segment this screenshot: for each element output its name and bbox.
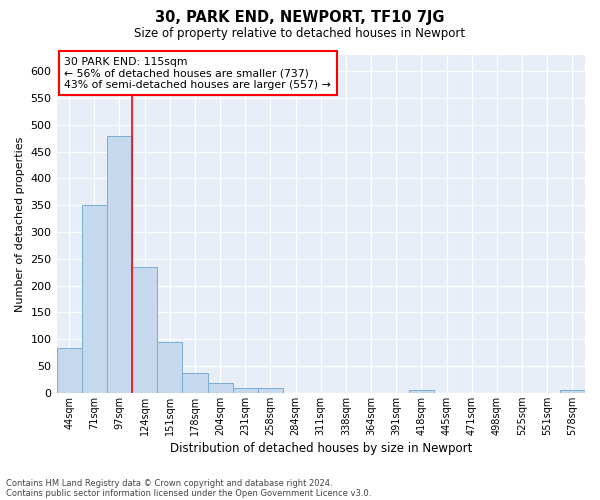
Text: Contains public sector information licensed under the Open Government Licence v3: Contains public sector information licen… — [6, 488, 371, 498]
Bar — [82, 205, 107, 393]
Bar — [132, 267, 157, 393]
Text: Size of property relative to detached houses in Newport: Size of property relative to detached ho… — [134, 28, 466, 40]
Y-axis label: Number of detached properties: Number of detached properties — [15, 136, 25, 312]
Bar — [233, 388, 258, 393]
Text: 30 PARK END: 115sqm
← 56% of detached houses are smaller (737)
43% of semi-detac: 30 PARK END: 115sqm ← 56% of detached ho… — [64, 56, 331, 90]
Bar — [208, 383, 233, 393]
Bar — [56, 348, 82, 393]
Bar — [182, 373, 208, 393]
Bar — [409, 390, 434, 393]
Text: 30, PARK END, NEWPORT, TF10 7JG: 30, PARK END, NEWPORT, TF10 7JG — [155, 10, 445, 25]
Bar — [258, 388, 283, 393]
Text: Contains HM Land Registry data © Crown copyright and database right 2024.: Contains HM Land Registry data © Crown c… — [6, 478, 332, 488]
X-axis label: Distribution of detached houses by size in Newport: Distribution of detached houses by size … — [170, 442, 472, 455]
Bar — [107, 136, 132, 393]
Bar — [560, 390, 585, 393]
Bar — [157, 342, 182, 393]
